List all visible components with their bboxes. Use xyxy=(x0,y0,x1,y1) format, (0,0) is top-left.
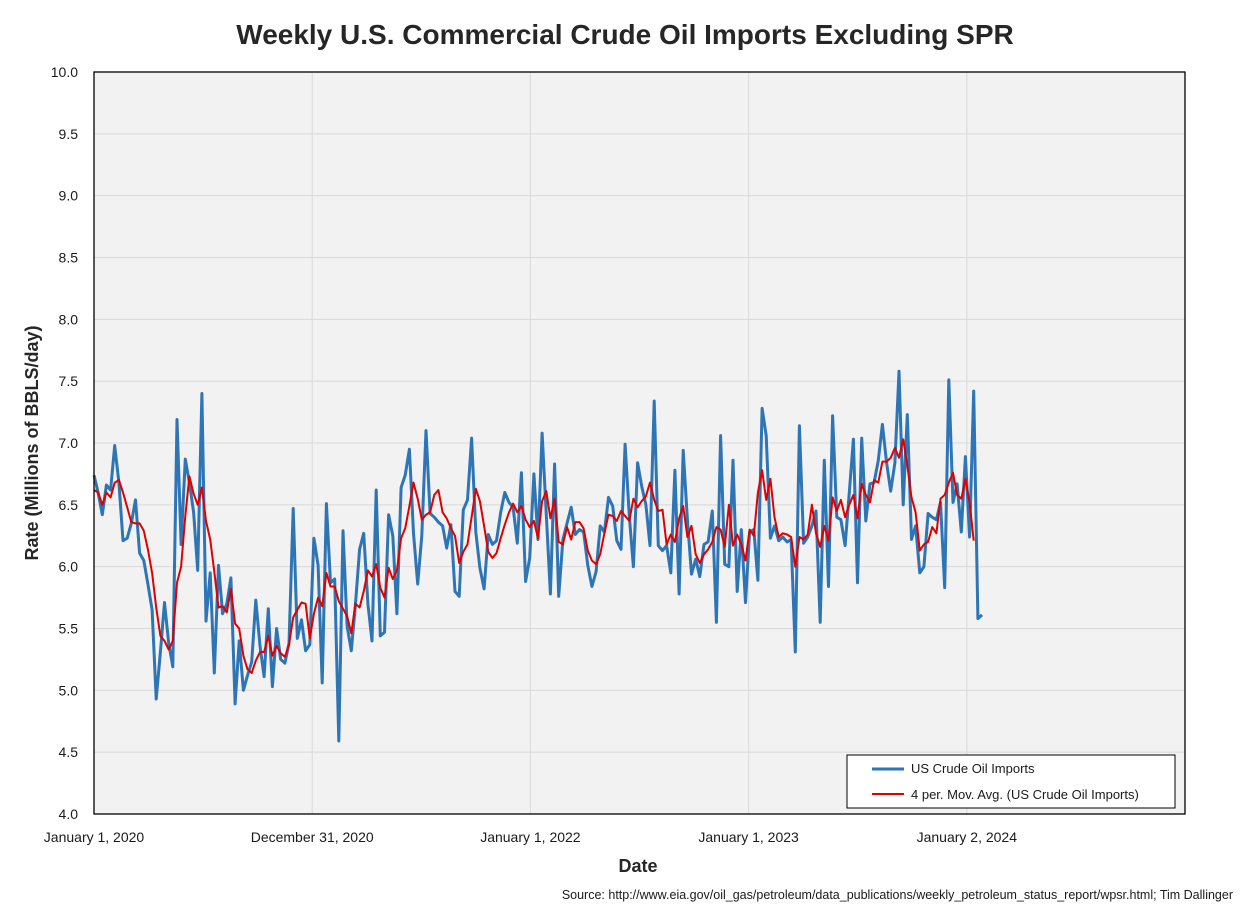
gridlines xyxy=(94,71,1185,815)
x-tick-label: January 2, 2024 xyxy=(917,829,1018,845)
x-axis-title: Date xyxy=(618,856,657,876)
y-tick-label: 9.5 xyxy=(59,126,79,142)
y-tick-label: 8.0 xyxy=(59,311,79,327)
x-axis-tick-labels: January 1, 2020 December 31, 2020 January … xyxy=(44,829,1017,845)
legend-label-moving-average: 4 per. Mov. Avg. (US Crude Oil Imports) xyxy=(911,787,1139,802)
y-tick-label: 9.0 xyxy=(59,188,79,204)
legend-label-imports: US Crude Oil Imports xyxy=(911,761,1035,776)
y-axis-tick-labels: 4.0 4.5 5.0 5.5 6.0 6.5 7.0 7.5 8.0 8.5 9.0 9.5 10.0 xyxy=(51,64,78,822)
y-tick-label: 6.0 xyxy=(59,559,79,575)
chart-title: Weekly U.S. Commercial Crude Oil Imports… xyxy=(236,19,1013,50)
y-tick-label: 5.0 xyxy=(59,682,79,698)
y-axis-title: Rate (Millions of BBLS/day) xyxy=(22,325,42,560)
y-tick-label: 4.5 xyxy=(59,744,79,760)
y-tick-label: 5.5 xyxy=(59,621,79,637)
x-tick-label: December 31, 2020 xyxy=(251,829,374,845)
y-tick-label: 8.5 xyxy=(59,250,79,266)
series-line-moving-average xyxy=(93,438,975,674)
series-layer xyxy=(92,369,984,743)
y-tick-label: 7.0 xyxy=(59,435,79,451)
legend-box xyxy=(846,754,1176,809)
source-note: Source: http://www.eia.gov/oil_gas/petro… xyxy=(562,888,1233,902)
plot-border xyxy=(93,71,1186,815)
series-line-imports xyxy=(92,369,984,743)
legend: US Crude Oil Imports 4 per. Mov. Avg. (U… xyxy=(846,754,1176,809)
x-tick-label: January 1, 2020 xyxy=(44,829,145,845)
x-tick-label: January 1, 2023 xyxy=(698,829,799,845)
x-tick-label: January 1, 2022 xyxy=(480,829,581,845)
y-tick-label: 6.5 xyxy=(59,497,79,513)
y-tick-label: 7.5 xyxy=(59,373,79,389)
y-tick-label: 4.0 xyxy=(59,806,79,822)
y-tick-label: 10.0 xyxy=(51,64,78,80)
